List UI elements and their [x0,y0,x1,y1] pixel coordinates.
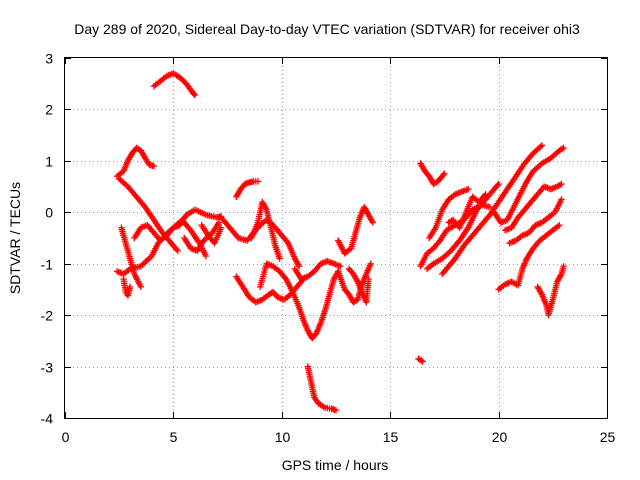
data-point [556,221,563,229]
series-arc-ae [534,263,567,319]
y-tick-label: -3 [41,360,54,376]
series-arc-k [233,178,262,201]
data-point [465,185,472,193]
data-point [337,263,344,270]
data-point [560,263,567,270]
y-tick-label: -4 [41,411,54,427]
plot-frame [64,57,608,419]
y-axis-label: SDTVAR / TECUs [7,182,23,294]
series-arc-i [198,221,225,247]
y-tick-label: -2 [41,308,54,324]
data-point [217,224,225,231]
series-arc-y [423,180,502,273]
data-point [295,263,303,270]
series-arc-t [415,355,426,365]
y-tick-label: 3 [45,51,53,67]
series-arc-q [334,203,377,257]
data-point [137,283,145,291]
data-point [538,142,546,149]
series-arc-s [345,265,372,306]
data-point [365,275,372,283]
data-point [369,219,377,226]
series-arc-g [131,206,225,244]
y-tick-label: 0 [45,205,53,221]
data-point [332,407,340,414]
data-point [537,143,544,150]
gridlines [65,58,607,418]
y-tick-label: 2 [45,102,53,118]
x-tick-labels: 0 5 10 15 20 25 [62,429,616,445]
x-tick-label: 0 [62,429,70,445]
data-point [495,180,502,188]
data-point [441,170,448,177]
series-arc-h [181,219,223,255]
data-point [367,260,374,267]
data-point [126,283,134,291]
x-tick-label: 15 [383,429,399,445]
series-arc-p [304,363,340,414]
data-marks [113,70,567,414]
data-point [558,196,565,203]
data-point [276,255,283,262]
series-arc-u [417,160,448,188]
data-point [558,180,565,188]
data-point [418,357,425,364]
data-point [494,182,501,189]
series-arc-o [291,257,344,283]
data-point [191,91,199,99]
data-point [556,181,564,189]
data-point [419,358,426,365]
y-tick-label: 1 [45,154,53,170]
series-arc-f [120,275,134,299]
data-point [215,219,223,226]
series-arc-ac [506,196,565,247]
x-tick-label: 5 [170,429,178,445]
data-point [202,252,210,260]
series-arc-l [248,198,283,262]
data-point [440,171,447,179]
axis-ticks [65,58,608,419]
series-arc-x [445,191,489,231]
x-axis-label: GPS time / hours [282,457,389,473]
x-tick-label: 10 [275,429,291,445]
series-arc-w [426,185,472,242]
data-point [560,144,567,152]
y-tick-labels: -4 -3 -2 -1 0 1 2 3 [41,51,54,427]
series-arc-b [113,144,158,180]
x-tick-label: 20 [492,429,508,445]
series-arc-aa [491,144,567,226]
data-point [254,178,262,185]
data-point [190,90,198,98]
x-tick-label: 25 [600,429,616,445]
chart-title: Day 289 of 2020, Sidereal Day-to-day VTE… [74,21,580,37]
y-tick-label: -1 [41,257,54,273]
data-point [486,203,494,211]
series-arc-n [256,260,342,342]
series-arc-ad [495,221,563,293]
data-point [558,145,566,153]
series-arc-a [150,70,199,99]
series-arc-ab [501,180,565,234]
data-point [150,162,158,170]
data-point [174,247,181,255]
